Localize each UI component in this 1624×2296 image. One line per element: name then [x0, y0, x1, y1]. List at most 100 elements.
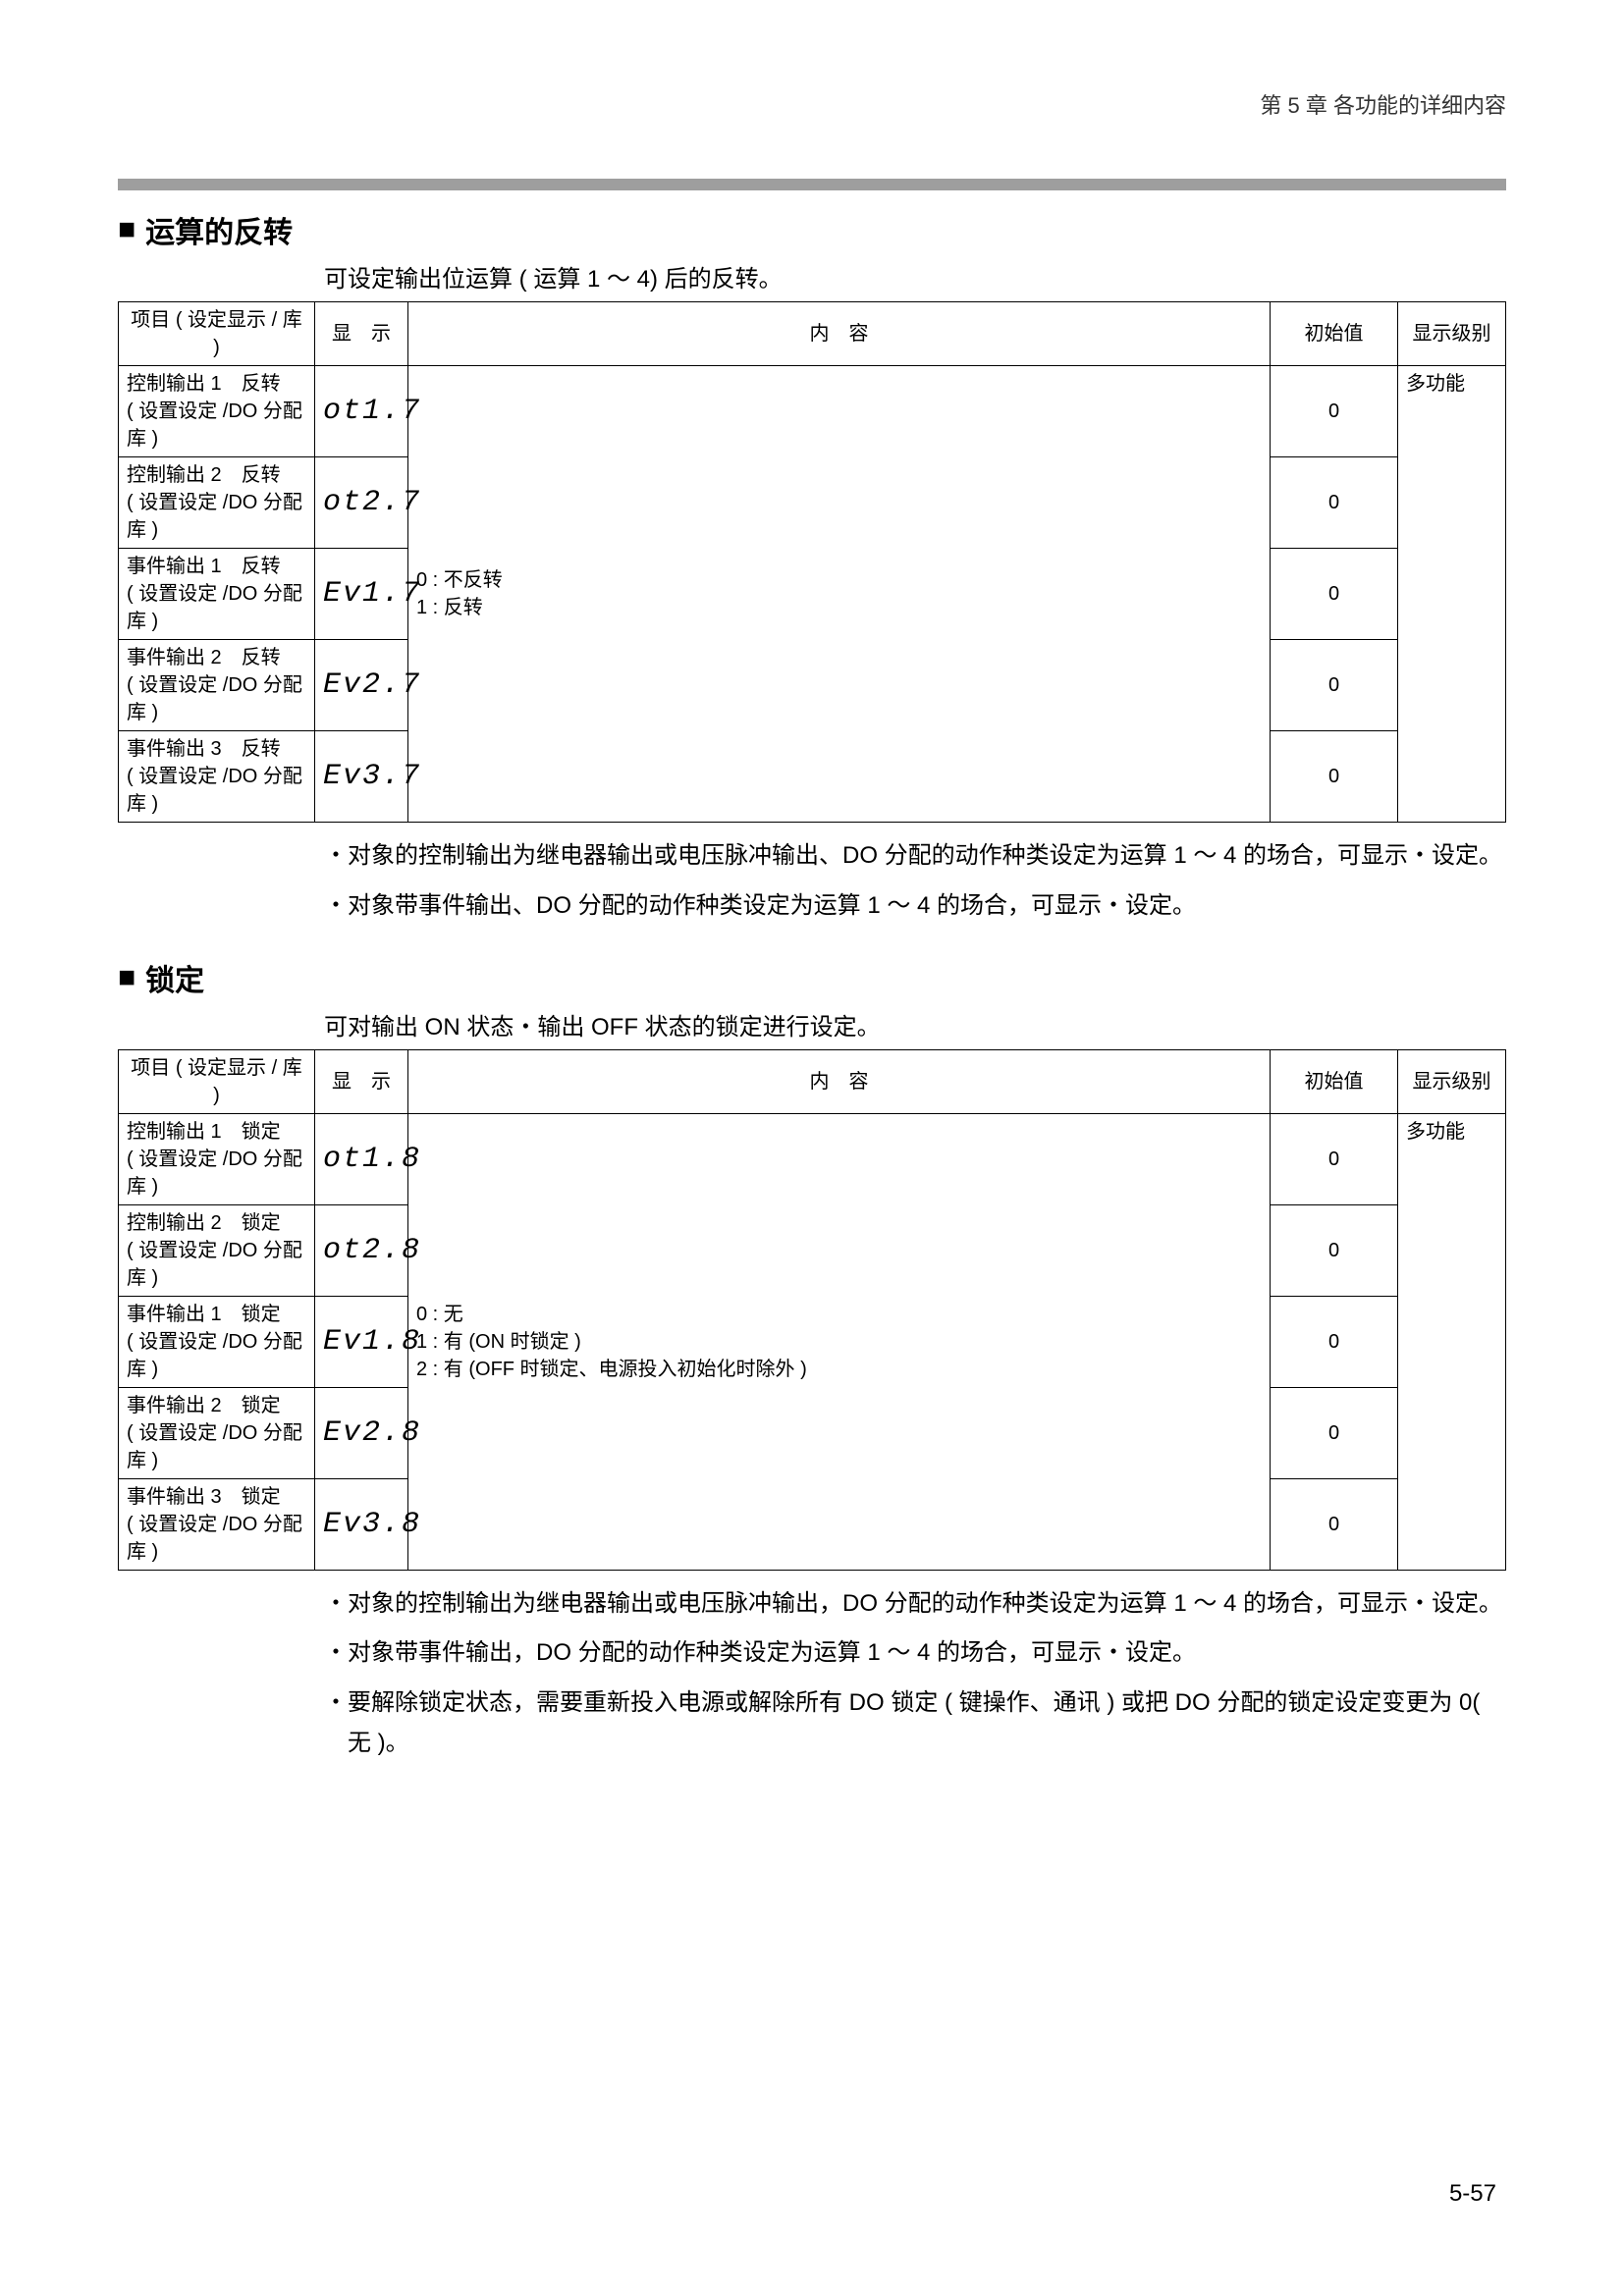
- item-bank: ( 设置设定 /DO 分配库 ): [127, 1511, 306, 1566]
- cell-display: Ev3.7: [315, 731, 408, 823]
- item-bank: ( 设置设定 /DO 分配库 ): [127, 489, 306, 544]
- col-header-content: 内 容: [408, 302, 1271, 366]
- col-header-level: 显示级别: [1398, 302, 1506, 366]
- item-bank: ( 设置设定 /DO 分配库 ): [127, 671, 306, 726]
- cell-level: 多功能: [1398, 366, 1506, 823]
- cell-initial: 0: [1271, 1296, 1398, 1387]
- item-name: 控制输出 1 反转: [127, 370, 306, 398]
- note-item: ・ 对象的控制输出为继电器输出或电压脉冲输出、DO 分配的动作种类设定为运算 1…: [324, 836, 1506, 877]
- item-bank: ( 设置设定 /DO 分配库 ): [127, 580, 306, 635]
- segment-display: Ev1.8: [323, 1321, 400, 1362]
- square-bullet-icon: ■: [118, 213, 135, 246]
- col-header-initial: 初始值: [1271, 1049, 1398, 1113]
- cell-initial: 0: [1271, 731, 1398, 823]
- cell-item: 事件输出 3 锁定 ( 设置设定 /DO 分配库 ): [119, 1478, 315, 1570]
- table-header-row: 项目 ( 设定显示 / 库 ) 显 示 内 容 初始值 显示级别: [119, 1049, 1506, 1113]
- segment-display: ot2.7: [323, 482, 400, 523]
- note-text: 对象带事件输出、DO 分配的动作种类设定为运算 1 ～ 4 的场合，可显示・设定…: [348, 886, 1506, 927]
- bullet-dot-icon: ・: [324, 1683, 348, 1764]
- cell-display: ot1.7: [315, 366, 408, 457]
- cell-display: ot2.8: [315, 1204, 408, 1296]
- note-text: 对象带事件输出，DO 分配的动作种类设定为运算 1 ～ 4 的场合，可显示・设定…: [348, 1633, 1506, 1674]
- cell-content: 0 : 无 1 : 有 (ON 时锁定 ) 2 : 有 (OFF 时锁定、电源投…: [408, 1113, 1271, 1570]
- segment-display: ot1.7: [323, 391, 400, 432]
- cell-display: Ev2.7: [315, 640, 408, 731]
- section-title: 锁定: [145, 956, 204, 999]
- item-name: 控制输出 2 锁定: [127, 1209, 306, 1237]
- bullet-dot-icon: ・: [324, 1633, 348, 1674]
- note-text: 对象的控制输出为继电器输出或电压脉冲输出，DO 分配的动作种类设定为运算 1 ～…: [348, 1584, 1506, 1625]
- item-name: 控制输出 2 反转: [127, 461, 306, 489]
- section-heading-reverse: ■ 运算的反转: [118, 208, 1506, 251]
- cell-display: Ev2.8: [315, 1387, 408, 1478]
- item-name: 事件输出 1 反转: [127, 553, 306, 580]
- bullet-dot-icon: ・: [324, 1584, 348, 1625]
- segment-display: Ev2.8: [323, 1413, 400, 1454]
- item-bank: ( 设置设定 /DO 分配库 ): [127, 1419, 306, 1474]
- segment-display: Ev1.7: [323, 573, 400, 614]
- table-header-row: 项目 ( 设定显示 / 库 ) 显 示 内 容 初始值 显示级别: [119, 302, 1506, 366]
- cell-item: 事件输出 1 锁定 ( 设置设定 /DO 分配库 ): [119, 1296, 315, 1387]
- bullet-dot-icon: ・: [324, 886, 348, 927]
- item-name: 事件输出 3 反转: [127, 735, 306, 763]
- item-name: 控制输出 1 锁定: [127, 1118, 306, 1146]
- cell-item: 事件输出 1 反转 ( 设置设定 /DO 分配库 ): [119, 549, 315, 640]
- col-header-item: 项目 ( 设定显示 / 库 ): [119, 302, 315, 366]
- cell-item: 控制输出 2 锁定 ( 设置设定 /DO 分配库 ): [119, 1204, 315, 1296]
- reverse-notes: ・ 对象的控制输出为继电器输出或电压脉冲输出、DO 分配的动作种类设定为运算 1…: [324, 836, 1506, 927]
- segment-display: ot1.8: [323, 1139, 400, 1180]
- bullet-dot-icon: ・: [324, 836, 348, 877]
- col-header-initial: 初始值: [1271, 302, 1398, 366]
- cell-display: Ev1.8: [315, 1296, 408, 1387]
- cell-initial: 0: [1271, 640, 1398, 731]
- col-header-item: 项目 ( 设定显示 / 库 ): [119, 1049, 315, 1113]
- item-name: 事件输出 2 反转: [127, 644, 306, 671]
- col-header-level: 显示级别: [1398, 1049, 1506, 1113]
- item-bank: ( 设置设定 /DO 分配库 ): [127, 763, 306, 818]
- top-divider: [118, 179, 1506, 190]
- square-bullet-icon: ■: [118, 961, 135, 994]
- section-intro: 可设定输出位运算 ( 运算 1 ～ 4) 后的反转。: [324, 259, 1506, 294]
- cell-initial: 0: [1271, 366, 1398, 457]
- cell-item: 事件输出 3 反转 ( 设置设定 /DO 分配库 ): [119, 731, 315, 823]
- cell-item: 事件输出 2 锁定 ( 设置设定 /DO 分配库 ): [119, 1387, 315, 1478]
- note-item: ・ 对象带事件输出、DO 分配的动作种类设定为运算 1 ～ 4 的场合，可显示・…: [324, 886, 1506, 927]
- col-header-display: 显 示: [315, 1049, 408, 1113]
- col-header-content: 内 容: [408, 1049, 1271, 1113]
- cell-item: 控制输出 1 锁定 ( 设置设定 /DO 分配库 ): [119, 1113, 315, 1204]
- cell-item: 控制输出 1 反转 ( 设置设定 /DO 分配库 ): [119, 366, 315, 457]
- item-bank: ( 设置设定 /DO 分配库 ): [127, 1237, 306, 1292]
- item-name: 事件输出 1 锁定: [127, 1301, 306, 1328]
- page: 第 5 章 各功能的详细内容 ■ 运算的反转 可设定输出位运算 ( 运算 1 ～…: [0, 0, 1624, 2296]
- cell-display: Ev3.8: [315, 1478, 408, 1570]
- cell-initial: 0: [1271, 1204, 1398, 1296]
- table-row: 控制输出 1 反转 ( 设置设定 /DO 分配库 ) ot1.7 0 : 不反转…: [119, 366, 1506, 457]
- item-bank: ( 设置设定 /DO 分配库 ): [127, 398, 306, 453]
- cell-initial: 0: [1271, 1387, 1398, 1478]
- note-item: ・ 要解除锁定状态，需要重新投入电源或解除所有 DO 锁定 ( 键操作、通讯 )…: [324, 1683, 1506, 1764]
- cell-display: Ev1.7: [315, 549, 408, 640]
- table-row: 控制输出 1 锁定 ( 设置设定 /DO 分配库 ) ot1.8 0 : 无 1…: [119, 1113, 1506, 1204]
- cell-display: ot1.8: [315, 1113, 408, 1204]
- note-text: 要解除锁定状态，需要重新投入电源或解除所有 DO 锁定 ( 键操作、通讯 ) 或…: [348, 1683, 1506, 1764]
- cell-initial: 0: [1271, 1113, 1398, 1204]
- note-item: ・ 对象的控制输出为继电器输出或电压脉冲输出，DO 分配的动作种类设定为运算 1…: [324, 1584, 1506, 1625]
- lock-notes: ・ 对象的控制输出为继电器输出或电压脉冲输出，DO 分配的动作种类设定为运算 1…: [324, 1584, 1506, 1764]
- cell-content: 0 : 不反转 1 : 反转: [408, 366, 1271, 823]
- cell-level: 多功能: [1398, 1113, 1506, 1570]
- cell-initial: 0: [1271, 1478, 1398, 1570]
- segment-display: Ev3.7: [323, 756, 400, 797]
- page-number: 5-57: [1449, 2180, 1496, 2208]
- section-intro: 可对输出 ON 状态・输出 OFF 状态的锁定进行设定。: [324, 1007, 1506, 1041]
- cell-display: ot2.7: [315, 457, 408, 549]
- item-bank: ( 设置设定 /DO 分配库 ): [127, 1146, 306, 1201]
- lock-table: 项目 ( 设定显示 / 库 ) 显 示 内 容 初始值 显示级别 控制输出 1 …: [118, 1049, 1506, 1571]
- cell-item: 事件输出 2 反转 ( 设置设定 /DO 分配库 ): [119, 640, 315, 731]
- note-item: ・ 对象带事件输出，DO 分配的动作种类设定为运算 1 ～ 4 的场合，可显示・…: [324, 1633, 1506, 1674]
- segment-display: ot2.8: [323, 1230, 400, 1271]
- item-bank: ( 设置设定 /DO 分配库 ): [127, 1328, 306, 1383]
- page-header: 第 5 章 各功能的详细内容: [118, 88, 1506, 120]
- note-text: 对象的控制输出为继电器输出或电压脉冲输出、DO 分配的动作种类设定为运算 1 ～…: [348, 836, 1506, 877]
- item-name: 事件输出 3 锁定: [127, 1483, 306, 1511]
- segment-display: Ev3.8: [323, 1504, 400, 1545]
